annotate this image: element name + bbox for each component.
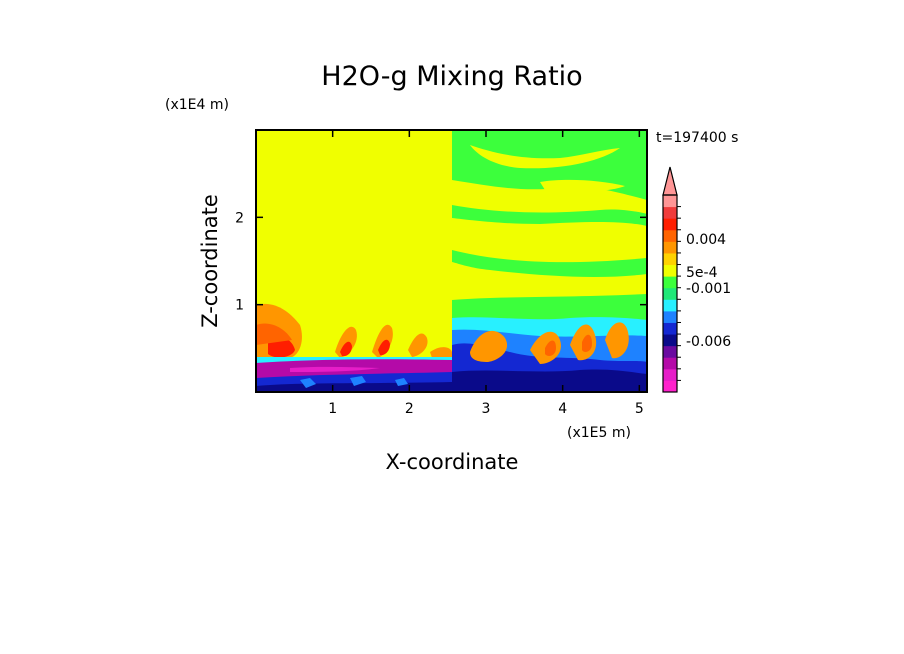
colorbar-segment (663, 345, 677, 358)
y-tick-label: 1 (235, 298, 244, 314)
colorbar-segment (663, 206, 677, 219)
colorbar-segment (663, 310, 677, 323)
colorbar-label: 5e-4 (686, 265, 718, 281)
navy-layer-right (452, 369, 647, 392)
y-axis-label: Z-coordinate (198, 194, 222, 328)
left-plume-cores (340, 339, 390, 357)
colorbar-label: 0.004 (686, 232, 726, 248)
colorbar-segment (663, 357, 677, 370)
y-unit-label: (x1E4 m) (165, 97, 229, 113)
chart-title: H2O-g Mixing Ratio (321, 61, 582, 92)
colorbar-frame (662, 194, 678, 393)
yellow-patch-2 (470, 145, 620, 169)
colorbar-segment (663, 218, 677, 231)
time-label: t=197400 s (656, 130, 738, 146)
colorbar: 0.004 5e-4-0.001 -0.006 (662, 166, 731, 393)
plot-frame (255, 129, 648, 393)
mid-green-streak (452, 250, 647, 277)
left-red-mid (256, 323, 292, 345)
contour-field (256, 130, 647, 392)
colorbar-segment (663, 322, 677, 335)
colorbar-label: -0.001 (686, 281, 731, 297)
surface-speckle-left (300, 376, 408, 388)
colorbar-segment (663, 241, 677, 254)
colorbar-segment (663, 287, 677, 300)
magenta-band (290, 366, 380, 372)
right-plume-cores (545, 334, 592, 356)
x-axis-label: X-coordinate (386, 450, 519, 474)
y-tick-label: 2 (235, 210, 244, 226)
x-tick-label: 4 (558, 401, 567, 417)
x-tick-label: 2 (405, 401, 414, 417)
x-axis: 1 2 3 4 5 (328, 130, 644, 417)
colorbar-segment (663, 252, 677, 266)
x-tick-label: 1 (328, 401, 337, 417)
colorbar-extend-arrow (662, 166, 678, 196)
colorbar-segment (663, 276, 677, 289)
y-axis: 12 (235, 210, 647, 314)
colorbar-segment (663, 264, 677, 277)
colorbar-segment (663, 334, 677, 347)
colorbar-label: -0.006 (686, 334, 731, 350)
upper-green-streak (452, 205, 647, 226)
colorbar-segment (663, 229, 677, 242)
x-tick-label: 3 (482, 401, 491, 417)
colorbar-segment (663, 380, 677, 393)
x-unit-label: (x1E5 m) (567, 425, 631, 441)
colorbar-segment (663, 368, 677, 381)
x-tick-label: 5 (635, 401, 644, 417)
low-green-band (452, 294, 647, 322)
left-plumes (335, 324, 452, 358)
yellow-patch-1 (540, 179, 625, 193)
colorbar-segment (663, 195, 677, 208)
colorbar-segment (663, 299, 677, 312)
